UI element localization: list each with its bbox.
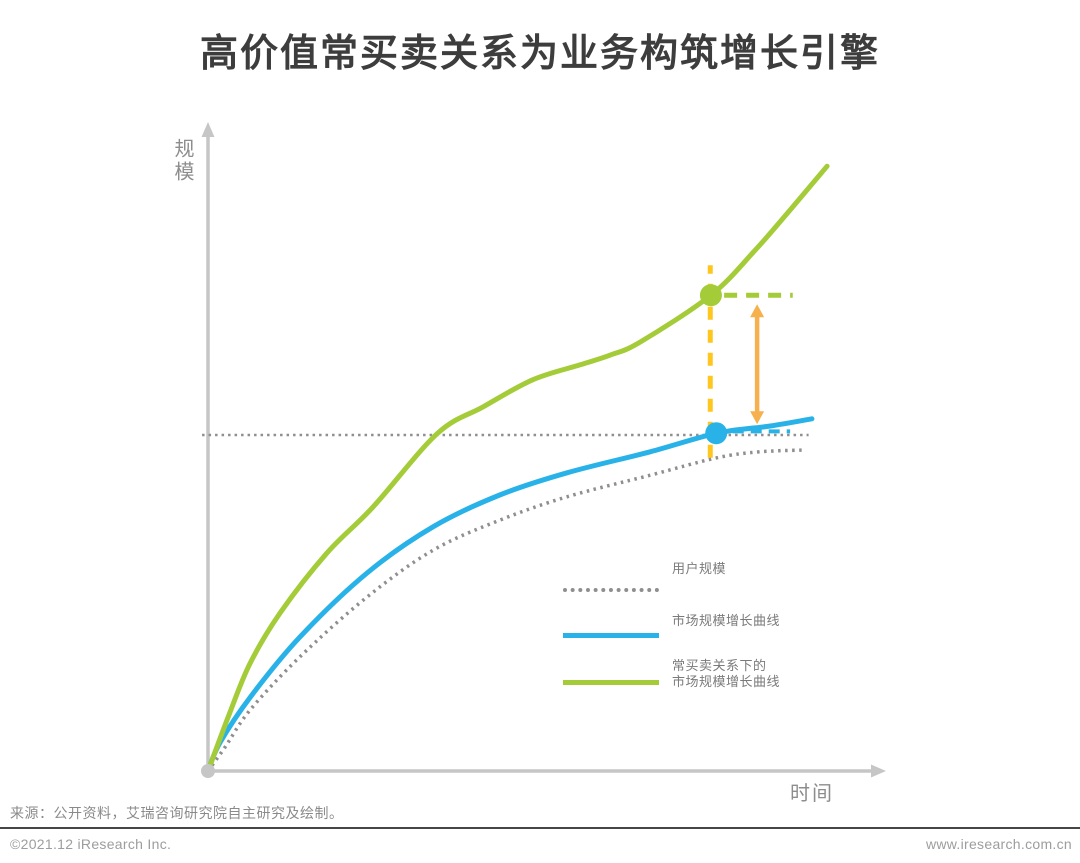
copyright-text: ©2021.12 iResearch Inc. bbox=[10, 836, 172, 852]
origin-point bbox=[201, 764, 215, 778]
y-axis-label: 规模 bbox=[171, 138, 193, 184]
gap-arrow-head-top bbox=[750, 304, 765, 318]
gap-arrow-head-bottom bbox=[750, 411, 765, 425]
relationship-growth-curve bbox=[205, 163, 830, 774]
page-title: 高价值常买卖关系为业务构筑增长引擎 bbox=[199, 33, 880, 75]
legend-label-relationship-growth: 常买卖关系下的 市场规模增长曲线 bbox=[672, 658, 781, 689]
x-axis-label: 时间 bbox=[790, 783, 834, 805]
x-axis-arrow-icon bbox=[871, 764, 886, 778]
website-text: www.iresearch.com.cn bbox=[925, 836, 1072, 852]
source-note: 来源：公开资料，艾瑞咨询研究院自主研究及绘制。 bbox=[10, 805, 344, 821]
legend-sample-market-growth bbox=[563, 633, 659, 638]
footer-divider bbox=[0, 827, 1080, 829]
user-scale-curve bbox=[206, 448, 807, 773]
market-curve-point bbox=[705, 422, 728, 445]
footer-bar: ©2021.12 iResearch Inc. www.iresearch.co… bbox=[10, 836, 1072, 852]
relationship-curve-point bbox=[699, 284, 722, 307]
market-growth-curve bbox=[205, 416, 815, 774]
legend-sample-user-scale bbox=[563, 588, 659, 592]
y-axis-arrow-icon bbox=[201, 122, 215, 137]
legend-label-user-scale: 用户规模 bbox=[672, 561, 727, 576]
legend-label-market-growth: 市场规模增长曲线 bbox=[672, 613, 781, 628]
legend-sample-relationship-growth bbox=[563, 680, 659, 685]
